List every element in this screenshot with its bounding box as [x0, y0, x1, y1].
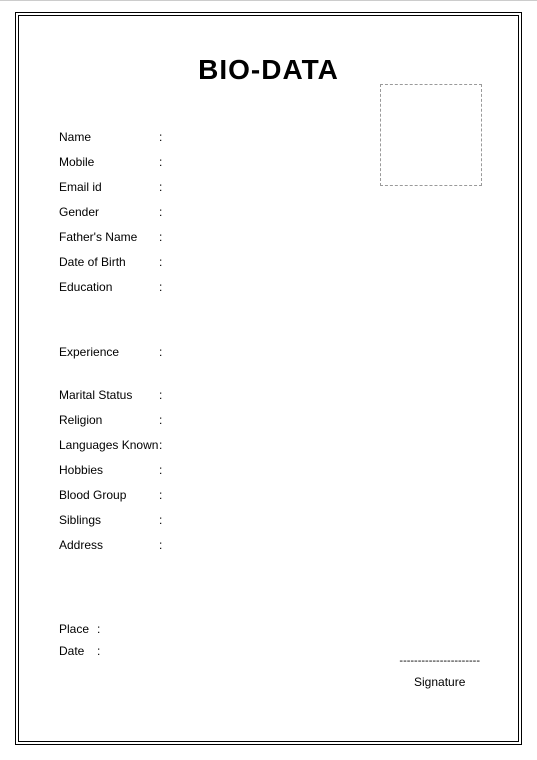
field-colon-1: : [159, 413, 169, 427]
field-colon-0: : [159, 130, 169, 144]
page: BIO-DATA Name:Mobile:Email id:Gender:Fat… [0, 0, 537, 760]
field-colon-0: : [159, 345, 169, 359]
signature-line: ---------------------- [399, 655, 480, 667]
field-colon-2: : [159, 438, 169, 452]
field-colon-4: : [159, 488, 169, 502]
field-label-2: Email id [59, 180, 159, 194]
field-row-1: Religion: [59, 413, 488, 427]
field-label-0: Name [59, 130, 159, 144]
place-colon: : [97, 622, 100, 636]
field-colon-5: : [159, 513, 169, 527]
photo-placeholder [380, 84, 482, 186]
field-colon-1: : [159, 155, 169, 169]
field-label-1: Mobile [59, 155, 159, 169]
field-row-6: Address: [59, 538, 488, 552]
field-colon-6: : [159, 538, 169, 552]
field-label-1: Religion [59, 413, 159, 427]
field-colon-0: : [159, 388, 169, 402]
field-row-0: Experience: [59, 345, 488, 359]
field-colon-3: : [159, 463, 169, 477]
field-colon-2: : [159, 180, 169, 194]
field-label-4: Blood Group [59, 488, 159, 502]
footer-left: Place : Date : [59, 622, 100, 666]
field-row-4: Blood Group: [59, 488, 488, 502]
field-label-3: Hobbies [59, 463, 159, 477]
fields-container: Name:Mobile:Email id:Gender:Father's Nam… [59, 130, 488, 552]
form-sheet: BIO-DATA Name:Mobile:Email id:Gender:Fat… [18, 15, 519, 742]
date-row: Date : [59, 644, 100, 658]
place-row: Place : [59, 622, 100, 636]
field-row-2: Languages Known: [59, 438, 488, 452]
field-row-6: Education: [59, 280, 488, 294]
place-label: Place [59, 622, 97, 636]
field-label-5: Date of Birth [59, 255, 159, 269]
field-row-5: Date of Birth: [59, 255, 488, 269]
field-colon-3: : [159, 205, 169, 219]
field-colon-5: : [159, 255, 169, 269]
date-label: Date [59, 644, 97, 658]
field-label-6: Education [59, 280, 159, 294]
field-label-0: Experience [59, 345, 159, 359]
field-row-4: Father's Name: [59, 230, 488, 244]
field-colon-4: : [159, 230, 169, 244]
field-label-0: Marital Status [59, 388, 159, 402]
date-colon: : [97, 644, 100, 658]
field-row-5: Siblings: [59, 513, 488, 527]
field-row-3: Hobbies: [59, 463, 488, 477]
field-row-3: Gender: [59, 205, 488, 219]
signature-label: Signature [399, 675, 480, 689]
field-label-2: Languages Known [59, 438, 159, 452]
signature-block: ---------------------- Signature [399, 655, 480, 689]
field-label-3: Gender [59, 205, 159, 219]
field-label-4: Father's Name [59, 230, 159, 244]
form-title: BIO-DATA [49, 54, 488, 86]
field-row-0: Marital Status: [59, 388, 488, 402]
field-label-6: Address [59, 538, 159, 552]
field-label-5: Siblings [59, 513, 159, 527]
field-colon-6: : [159, 280, 169, 294]
